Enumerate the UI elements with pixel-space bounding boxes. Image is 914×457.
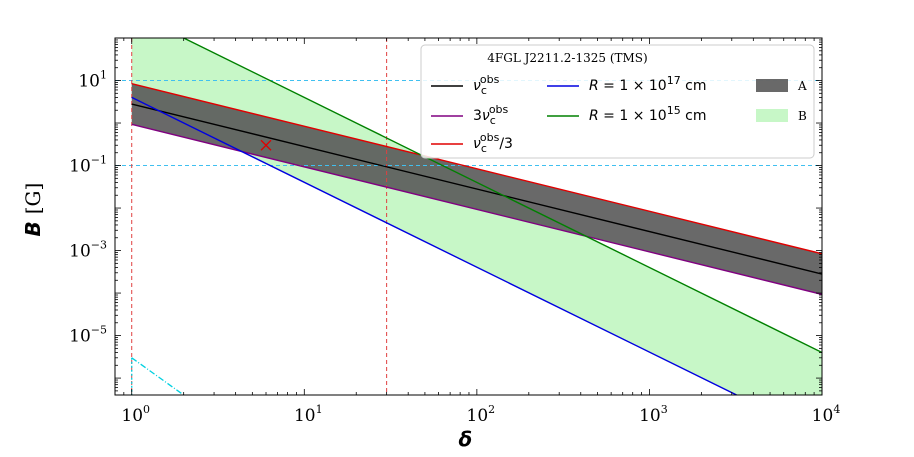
marker-x <box>260 139 272 151</box>
y-tick-label-0: 101 <box>78 69 107 92</box>
legend-swatch-A <box>756 79 788 92</box>
y-tick-label-3: 10−5 <box>69 324 107 347</box>
legend-label-3: R = 1 × 1017 cm <box>589 74 707 94</box>
y-axis-label: B [G] <box>21 183 45 237</box>
x-tick-label-3: 103 <box>639 403 668 426</box>
plot-frame <box>114 37 823 396</box>
series-line-1 <box>131 123 822 296</box>
series-line-3 <box>131 96 737 395</box>
series-line-4 <box>182 38 822 354</box>
legend: 4FGL J2211.2-1325 (TMS) νcobs 3νcobs νcobs/… <box>420 44 815 159</box>
legend-label-2: νcobs/3 <box>473 131 513 155</box>
x-tick-label-4: 104 <box>812 403 841 426</box>
series-line-2 <box>131 83 822 255</box>
legend-label-1: 3νcobs <box>473 103 509 127</box>
cyan-dashdot-line <box>131 357 185 395</box>
legend-swatch-B <box>756 109 788 122</box>
legend-label-band-B: B <box>798 109 807 123</box>
plot-area <box>115 38 822 395</box>
x-tick-label-0: 100 <box>121 403 150 426</box>
x-tick-label-2: 102 <box>467 403 496 426</box>
legend-title: 4FGL J2211.2-1325 (TMS) <box>487 51 647 65</box>
legend-label-band-A: A <box>797 79 807 93</box>
x-axis-label: δ <box>459 427 473 451</box>
legend-label-0: νcobs <box>473 73 500 97</box>
y-tick-label-1: 10−1 <box>69 154 107 177</box>
x-tick-label-1: 101 <box>294 403 323 426</box>
series-line-0 <box>131 103 822 275</box>
y-tick-label-2: 10−3 <box>69 239 107 262</box>
legend-label-4: R = 1 × 1015 cm <box>589 104 707 124</box>
y-axis-variable: B <box>21 214 45 236</box>
y-axis-unit: [G] <box>21 183 45 215</box>
legend-box <box>420 44 815 159</box>
axis-ticks: 100 101 102 103 104 101 10−1 10−3 10−5 <box>69 37 841 426</box>
